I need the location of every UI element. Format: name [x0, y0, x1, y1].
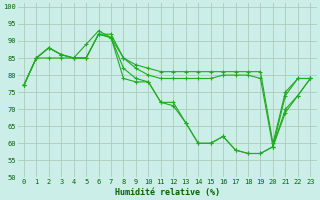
X-axis label: Humidité relative (%): Humidité relative (%) [115, 188, 220, 197]
